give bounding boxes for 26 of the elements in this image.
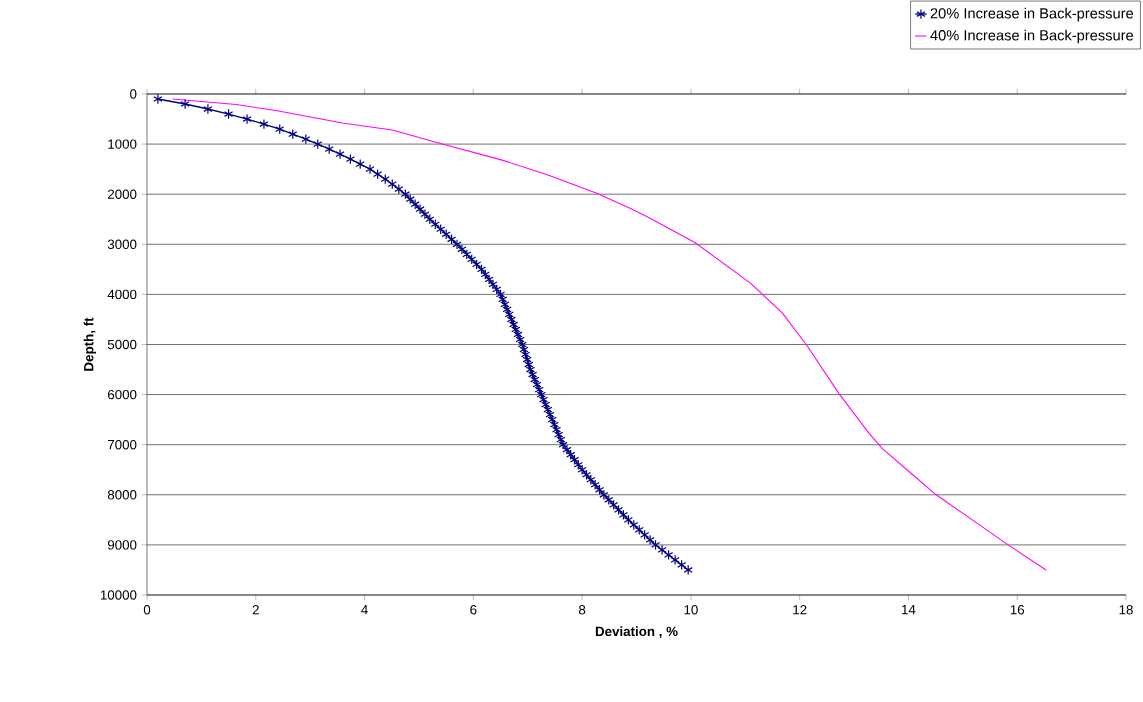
y-tick-label: 3000	[107, 239, 137, 250]
x-axis-title: Deviation , %	[595, 626, 678, 639]
y-tick-label: 10000	[100, 590, 137, 600]
x-tick-label: 14	[902, 605, 916, 615]
legend-label: 20% Increase in Back-pressure	[930, 7, 1134, 22]
x-tick-label: 12	[793, 605, 807, 615]
y-tick-label: 2000	[107, 189, 137, 199]
y-tick-label: 9000	[107, 540, 137, 550]
y-tick-label: 5000	[107, 339, 137, 350]
x-tick-label: 0	[143, 605, 151, 615]
y-axis-title: Depth, ft	[83, 317, 97, 371]
x-tick-label: 10	[684, 605, 698, 615]
x-tick-label: 2	[252, 605, 259, 615]
y-tick-label: 8000	[107, 490, 137, 500]
y-tick-label: 4000	[107, 289, 137, 300]
x-tick-label: 18	[1119, 605, 1133, 615]
y-tick-label: 0	[130, 89, 137, 99]
line-series	[172, 98, 1047, 571]
y-tick-label: 7000	[107, 439, 137, 450]
x-tick-label: 4	[361, 605, 368, 615]
x-tick-label: 16	[1010, 605, 1025, 615]
y-tick-label: 1000	[108, 139, 137, 149]
x-tick-label: 6	[470, 605, 477, 615]
x-tick-label: 8	[578, 605, 586, 615]
legend-label: 40% Increase in Back-pressure	[930, 29, 1134, 44]
y-tick-label: 6000	[107, 389, 137, 400]
